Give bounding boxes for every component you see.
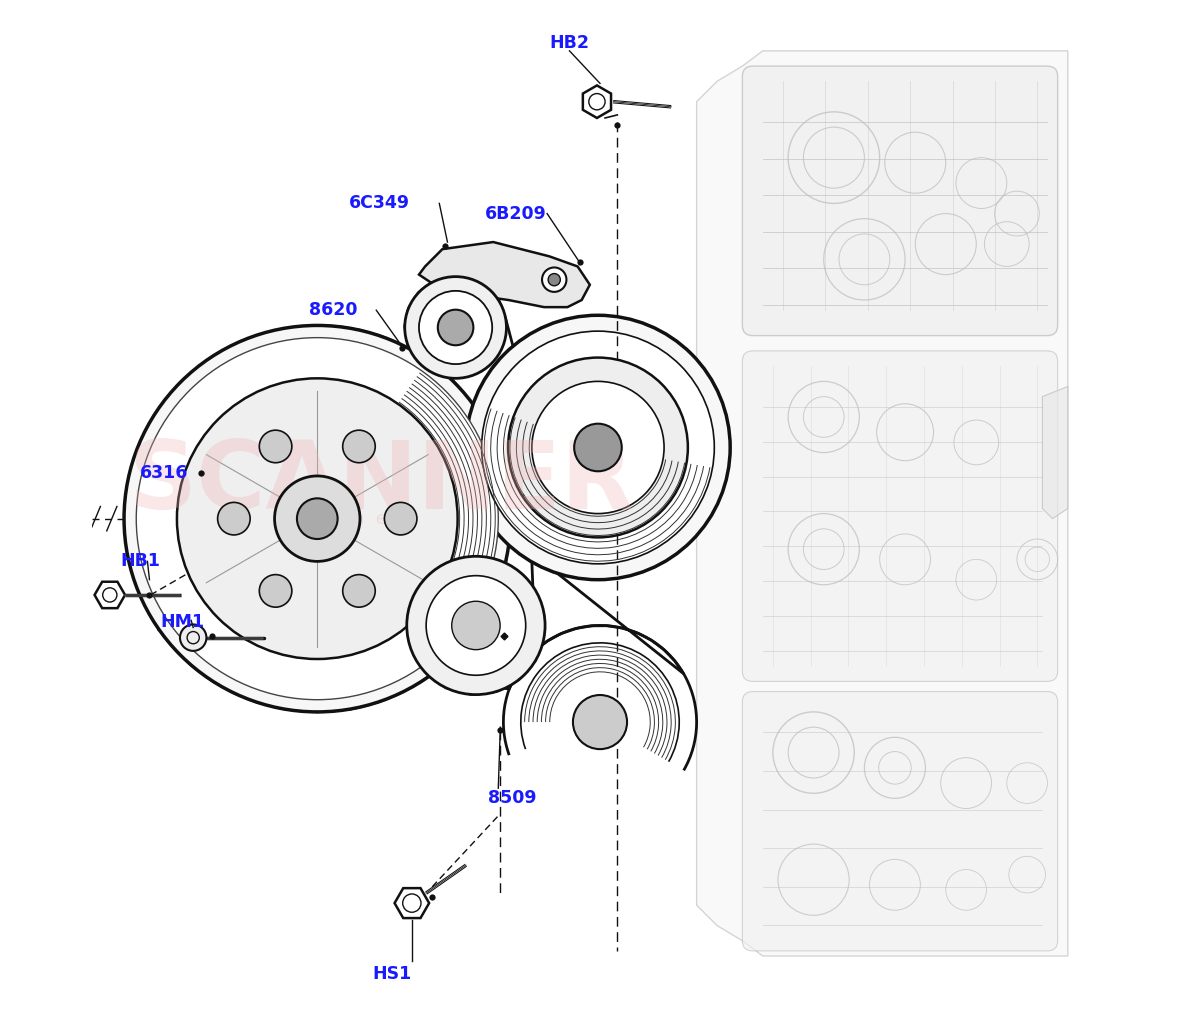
Circle shape	[508, 358, 688, 537]
Circle shape	[259, 430, 292, 463]
Circle shape	[532, 381, 664, 514]
Circle shape	[296, 498, 337, 539]
Polygon shape	[419, 242, 590, 307]
Polygon shape	[697, 51, 1068, 956]
Polygon shape	[95, 582, 125, 608]
Text: 8620: 8620	[310, 301, 358, 319]
Circle shape	[384, 502, 416, 535]
Circle shape	[466, 315, 730, 580]
Text: 8509: 8509	[488, 789, 536, 807]
Circle shape	[407, 556, 545, 695]
Circle shape	[180, 624, 206, 651]
Circle shape	[176, 378, 457, 659]
Circle shape	[124, 325, 510, 712]
Circle shape	[426, 576, 526, 675]
Circle shape	[419, 291, 492, 364]
Polygon shape	[1043, 386, 1068, 519]
FancyBboxPatch shape	[743, 351, 1057, 681]
Circle shape	[343, 430, 376, 463]
Text: HB1: HB1	[120, 552, 160, 571]
Circle shape	[572, 695, 628, 750]
Circle shape	[217, 502, 250, 535]
Text: 6316: 6316	[140, 464, 188, 482]
FancyBboxPatch shape	[743, 66, 1057, 336]
Circle shape	[259, 575, 292, 607]
Text: 6C349: 6C349	[349, 194, 410, 213]
Circle shape	[275, 476, 360, 561]
Text: SCANNER: SCANNER	[128, 437, 634, 529]
Text: HB2: HB2	[550, 34, 589, 52]
Circle shape	[438, 309, 473, 346]
Text: c  a  n  n  e  r: c a n n e r	[286, 510, 406, 528]
Text: HM1: HM1	[161, 613, 205, 632]
Circle shape	[548, 274, 560, 286]
Text: HS1: HS1	[372, 965, 412, 983]
FancyBboxPatch shape	[743, 692, 1057, 951]
Circle shape	[137, 338, 498, 700]
Circle shape	[451, 601, 500, 650]
Circle shape	[481, 332, 714, 563]
Circle shape	[343, 575, 376, 607]
Circle shape	[404, 277, 506, 378]
Polygon shape	[395, 888, 430, 918]
Circle shape	[574, 424, 622, 471]
Text: 6B209: 6B209	[485, 204, 547, 223]
Circle shape	[542, 267, 566, 292]
Polygon shape	[583, 85, 611, 118]
